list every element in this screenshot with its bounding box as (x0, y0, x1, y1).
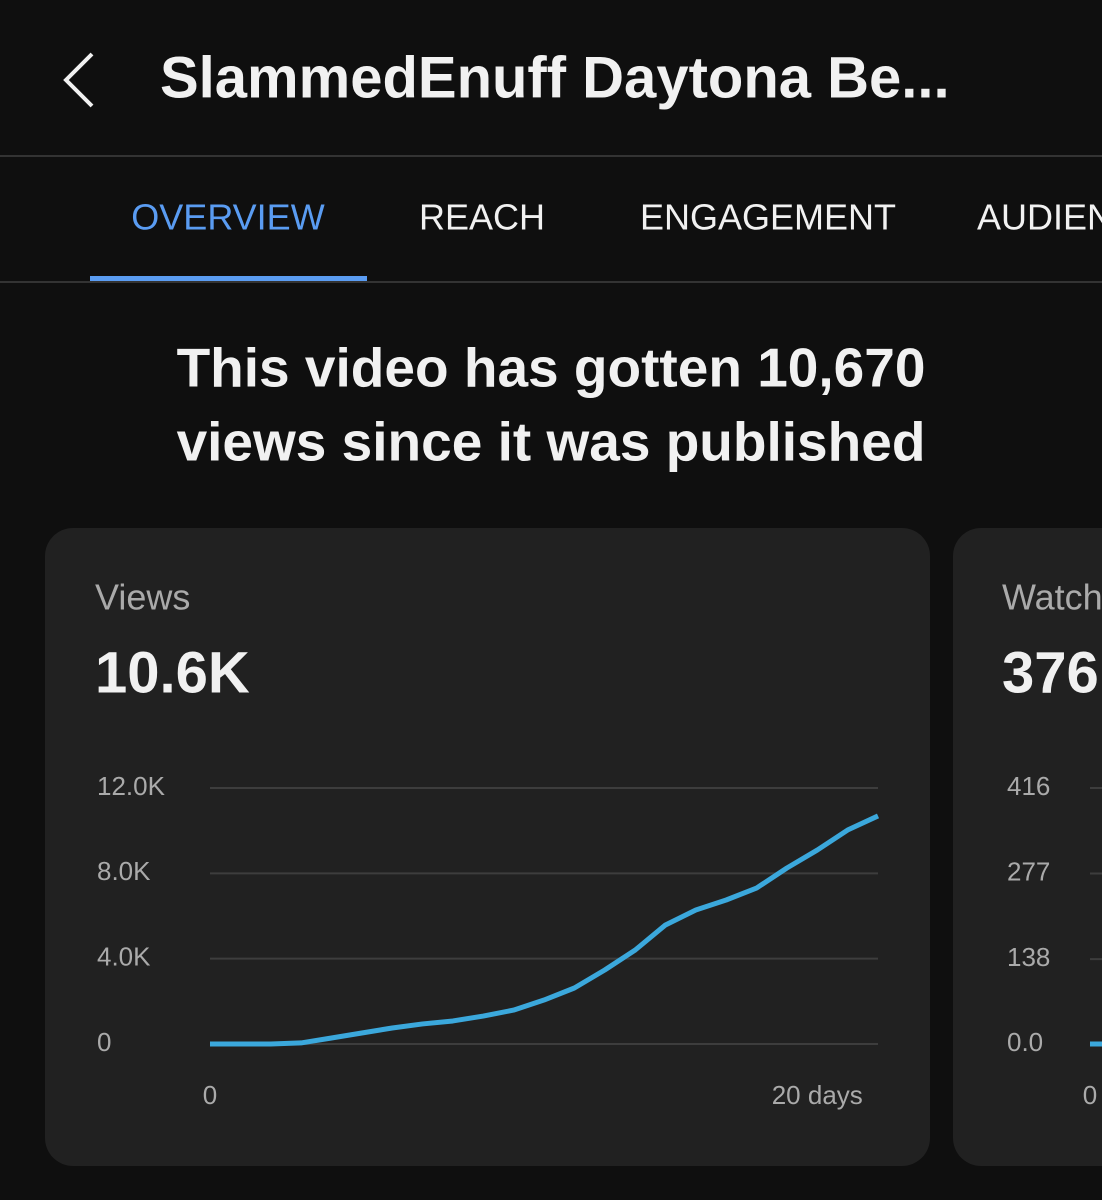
y-tick-label: 4.0K (97, 942, 151, 972)
card[interactable]: Watch time (hours) 376 (953, 528, 1102, 1166)
tab[interactable]: ENGAGEMENT (640, 197, 896, 238)
y-tick-label: 416 (1007, 771, 1050, 801)
card-background (953, 528, 1102, 1166)
headline: views since it was published (177, 411, 926, 473)
y-tick-label: 0.0 (1007, 1027, 1043, 1057)
x-tick-label: 0 (203, 1080, 217, 1110)
x-tick-label: 20 days (772, 1080, 863, 1110)
y-tick-label: 12.0K (97, 771, 166, 801)
line-series (210, 813, 880, 1047)
card-background (45, 528, 930, 1166)
y-tick-label: 8.0K (97, 856, 151, 886)
y-tick-label: 138 (1007, 942, 1050, 972)
card-value: 376 (1002, 640, 1099, 705)
card-value: 10.6K (95, 640, 250, 705)
x-tick-label: 0 (1083, 1080, 1097, 1110)
card[interactable]: Views 10.6K (45, 528, 930, 1166)
card-label: Watch time (hours) (1002, 577, 1102, 618)
tab[interactable]: AUDIENCE (977, 197, 1102, 238)
headline: This video has gotten 10,670 (177, 337, 926, 399)
back-button[interactable] (63, 52, 94, 108)
tab[interactable]: REACH (419, 197, 545, 238)
tab[interactable]: OVERVIEW (131, 197, 324, 238)
y-tick-label: 0 (97, 1027, 111, 1057)
page-title: SlammedEnuff Daytona Be... (160, 45, 950, 110)
card-label: Views (95, 577, 190, 618)
tab-indicator (90, 276, 367, 282)
y-tick-label: 277 (1007, 856, 1050, 886)
back-icon (63, 52, 94, 108)
